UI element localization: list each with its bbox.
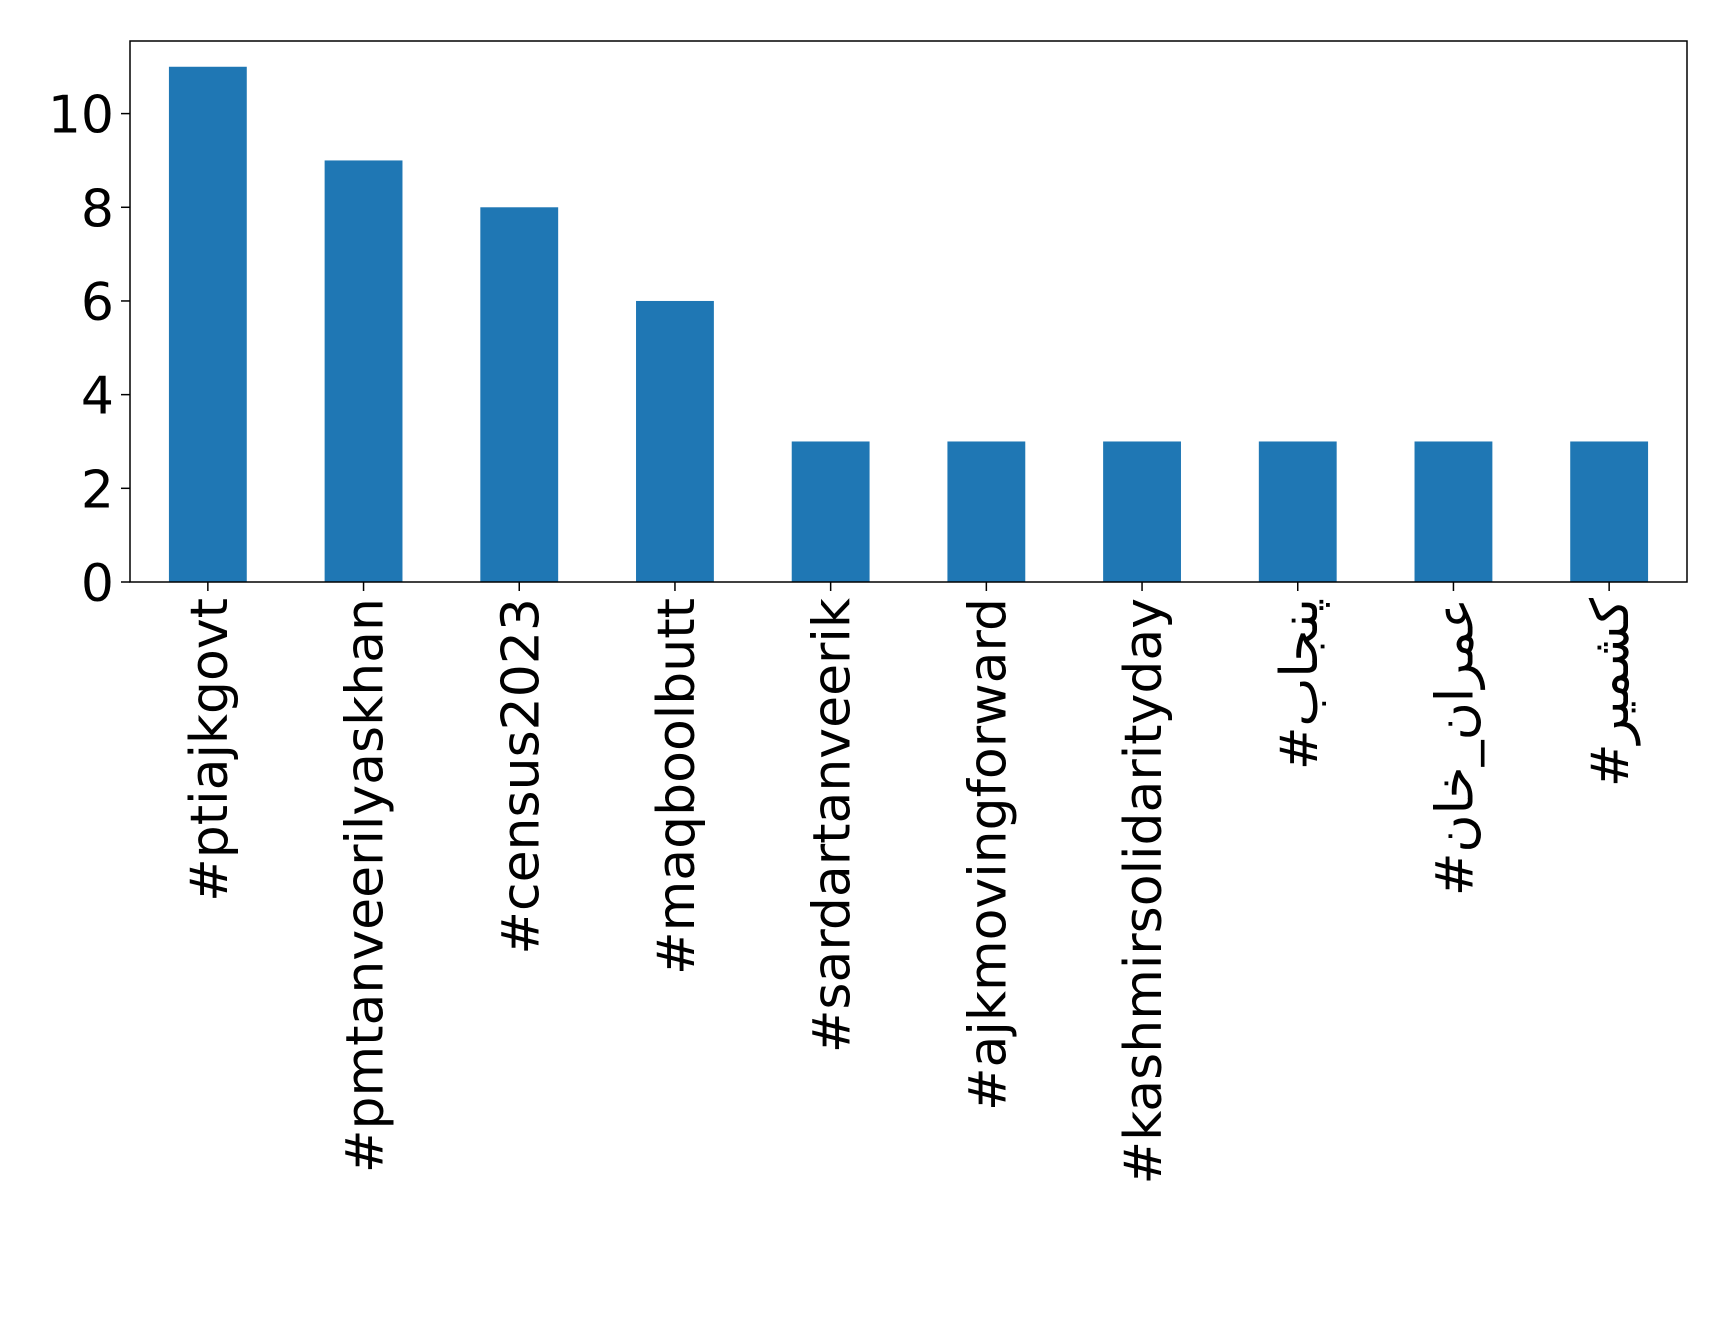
bar (1414, 441, 1493, 582)
x-tick-label: #census2023 (491, 598, 551, 955)
y-tick-label: 10 (48, 86, 114, 146)
plot-frame (129, 40, 1688, 583)
bar (636, 300, 714, 582)
bar (1103, 441, 1181, 582)
x-tick-label: #kashmirsolidarityday (1114, 598, 1174, 1184)
y-tick-label: 2 (81, 460, 114, 520)
x-tick-label: #ptiajkgovt (180, 598, 240, 902)
bar (324, 160, 403, 582)
x-tick-label: #کشمیر (1581, 598, 1641, 787)
y-tick-label: 6 (81, 273, 114, 333)
x-tick-label: #ajkmovingforward (958, 598, 1018, 1111)
x-tick-label: #maqboolbutt (647, 598, 707, 975)
x-tick-label: #پنجاب (1270, 598, 1330, 770)
x-tick-label: #عمران_خان (1425, 598, 1485, 896)
bar (791, 441, 870, 582)
x-tick-label: #sardartanveerik (803, 598, 863, 1053)
y-tick-label: 4 (81, 367, 114, 427)
x-tick-label: #pmtanveerilyaskhan (336, 598, 396, 1173)
bar (947, 441, 1026, 582)
bar (1258, 441, 1337, 582)
y-tick-label: 8 (81, 179, 114, 239)
bar (1570, 441, 1649, 582)
bar (168, 66, 247, 582)
y-tick-label: 0 (81, 554, 114, 614)
bar (480, 207, 559, 583)
